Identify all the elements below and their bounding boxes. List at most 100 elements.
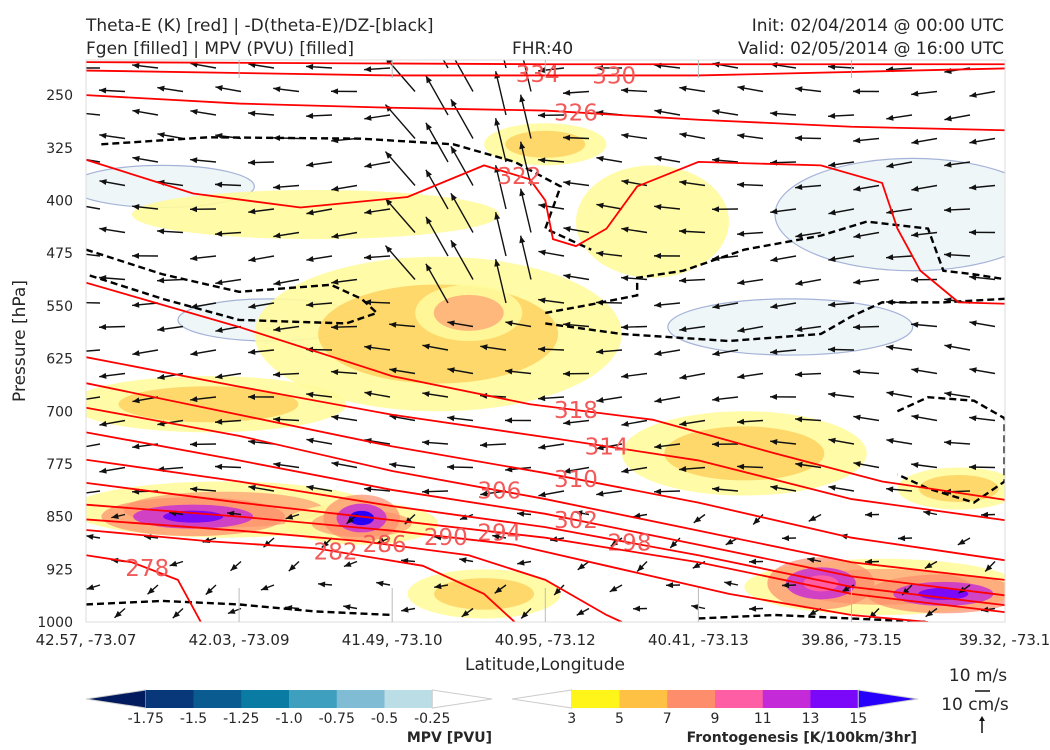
wind-vector	[425, 169, 449, 210]
wind-vector-head	[389, 367, 397, 374]
y-tick-label: 850	[46, 510, 73, 526]
wind-vector-head	[554, 587, 562, 595]
mpv-colorbar-tick-label: -0.75	[319, 711, 355, 727]
theta-e-label: 282	[314, 539, 358, 565]
wind-vector-head	[808, 609, 817, 616]
wind-vector-head	[505, 320, 513, 327]
theta-e-contour	[86, 431, 1005, 597]
wind-vector-head	[376, 580, 384, 587]
wind-vector-head	[654, 108, 662, 115]
wind-vector	[86, 396, 101, 400]
wind-vector-head	[853, 369, 861, 376]
wind-vector-head	[621, 179, 629, 186]
wind-vector-head	[621, 420, 629, 427]
x-tick-label: 42.57, -73.07	[36, 631, 137, 649]
x-tick-label: 39.32, -73.1	[959, 631, 1050, 649]
wind-vector-head	[898, 535, 906, 542]
wind-vector	[522, 60, 532, 92]
wind-vector-head	[248, 159, 256, 166]
wind-vector-head	[853, 137, 861, 144]
wind-vector	[519, 94, 532, 139]
wind-vector-head	[969, 91, 977, 98]
fgen-colorbar-swatch	[667, 690, 716, 708]
wind-vector-head	[331, 461, 339, 468]
wind-vector-head	[853, 461, 861, 468]
wind-vector-head	[621, 132, 629, 139]
wind-vector-head	[248, 110, 256, 117]
wind-vector-head	[459, 557, 467, 564]
wind-vector-head	[447, 320, 455, 327]
mpv-region	[667, 298, 914, 356]
wind-vector-head	[248, 256, 256, 263]
wind-vector-head	[132, 397, 140, 404]
wind-vector-head	[288, 564, 296, 572]
wind-vector-head	[853, 324, 861, 331]
wind-vector-head	[519, 235, 526, 244]
fhr-label: FHR:40	[512, 39, 573, 59]
wind-vector-head	[364, 344, 372, 351]
wind-vector-head	[944, 391, 952, 398]
dtheta-dz-contour	[545, 297, 1005, 343]
wind-vector-head	[770, 393, 778, 400]
wind-vector-head	[74, 300, 81, 306]
wind-vector-head	[828, 391, 836, 398]
wind-vector-head	[596, 490, 604, 497]
wind-vector-head	[538, 67, 546, 74]
wind-vector-head	[422, 439, 430, 446]
wind-vector	[494, 259, 507, 304]
wind-vector-head	[563, 226, 571, 233]
wind-vector-head	[853, 414, 861, 421]
theta-e-contour	[86, 406, 1005, 581]
x-tick-label: 39.86, -73.15	[801, 631, 902, 649]
title-line2: Fgen [filled] | MPV (PVU) [filled]	[86, 39, 354, 59]
wind-vector-head	[190, 255, 198, 262]
wind-vector-head	[737, 279, 745, 286]
theta-e-label: 310	[554, 467, 598, 493]
wind-vector-head	[248, 484, 256, 491]
wind-vector-head	[969, 184, 977, 191]
wind-vector-head	[132, 301, 140, 308]
wind-vector	[450, 98, 474, 139]
wind-vector	[450, 192, 474, 233]
wind-vector-head	[99, 87, 107, 94]
wind-vector-head	[505, 368, 513, 375]
wind-vector-head	[679, 132, 687, 139]
wind-vector-head	[157, 132, 165, 139]
wind-vector-head	[985, 564, 993, 572]
mpv-colorbar-swatch	[431, 689, 493, 709]
y-tick-label: 250	[46, 88, 73, 104]
wind-vector-head	[273, 135, 281, 142]
wind-vector-head	[205, 587, 213, 595]
wind-vector-head	[306, 484, 314, 491]
theta-e-label: 290	[424, 525, 468, 551]
wind-vector-head	[425, 75, 432, 84]
wind-vector	[519, 235, 532, 280]
wind-vector-head	[346, 516, 354, 524]
wind-vector-head	[610, 539, 619, 547]
wind-vector-head	[147, 587, 155, 595]
wind-vector-head	[273, 279, 281, 286]
y-tick-label: 325	[46, 141, 73, 157]
wind-vector-head	[886, 437, 894, 444]
y-tick-label: 925	[46, 562, 73, 578]
wind-vector-head	[425, 122, 432, 131]
wind-vector-head	[886, 114, 894, 121]
wind-vector-head	[364, 254, 372, 261]
wind-vector-head	[782, 535, 790, 542]
wind-vector-head	[944, 439, 952, 446]
wind-vector-head	[679, 179, 687, 186]
wind-vector-head	[577, 563, 586, 570]
wind-vector-head	[74, 397, 81, 403]
fgen-region	[575, 165, 729, 278]
mpv-colorbar-swatch	[193, 690, 242, 708]
wind-vector-head	[74, 156, 81, 162]
wind-vector-head	[331, 324, 339, 331]
wind-vector-head	[190, 108, 198, 115]
wind-vector-head	[157, 228, 165, 235]
wind-vector-head	[724, 580, 732, 587]
wind-vector-head	[480, 441, 488, 448]
wind-vector-head	[654, 443, 662, 450]
wind-vector-head	[461, 610, 470, 617]
wind-vector-head	[172, 611, 180, 619]
wind-vector-head	[74, 203, 81, 209]
